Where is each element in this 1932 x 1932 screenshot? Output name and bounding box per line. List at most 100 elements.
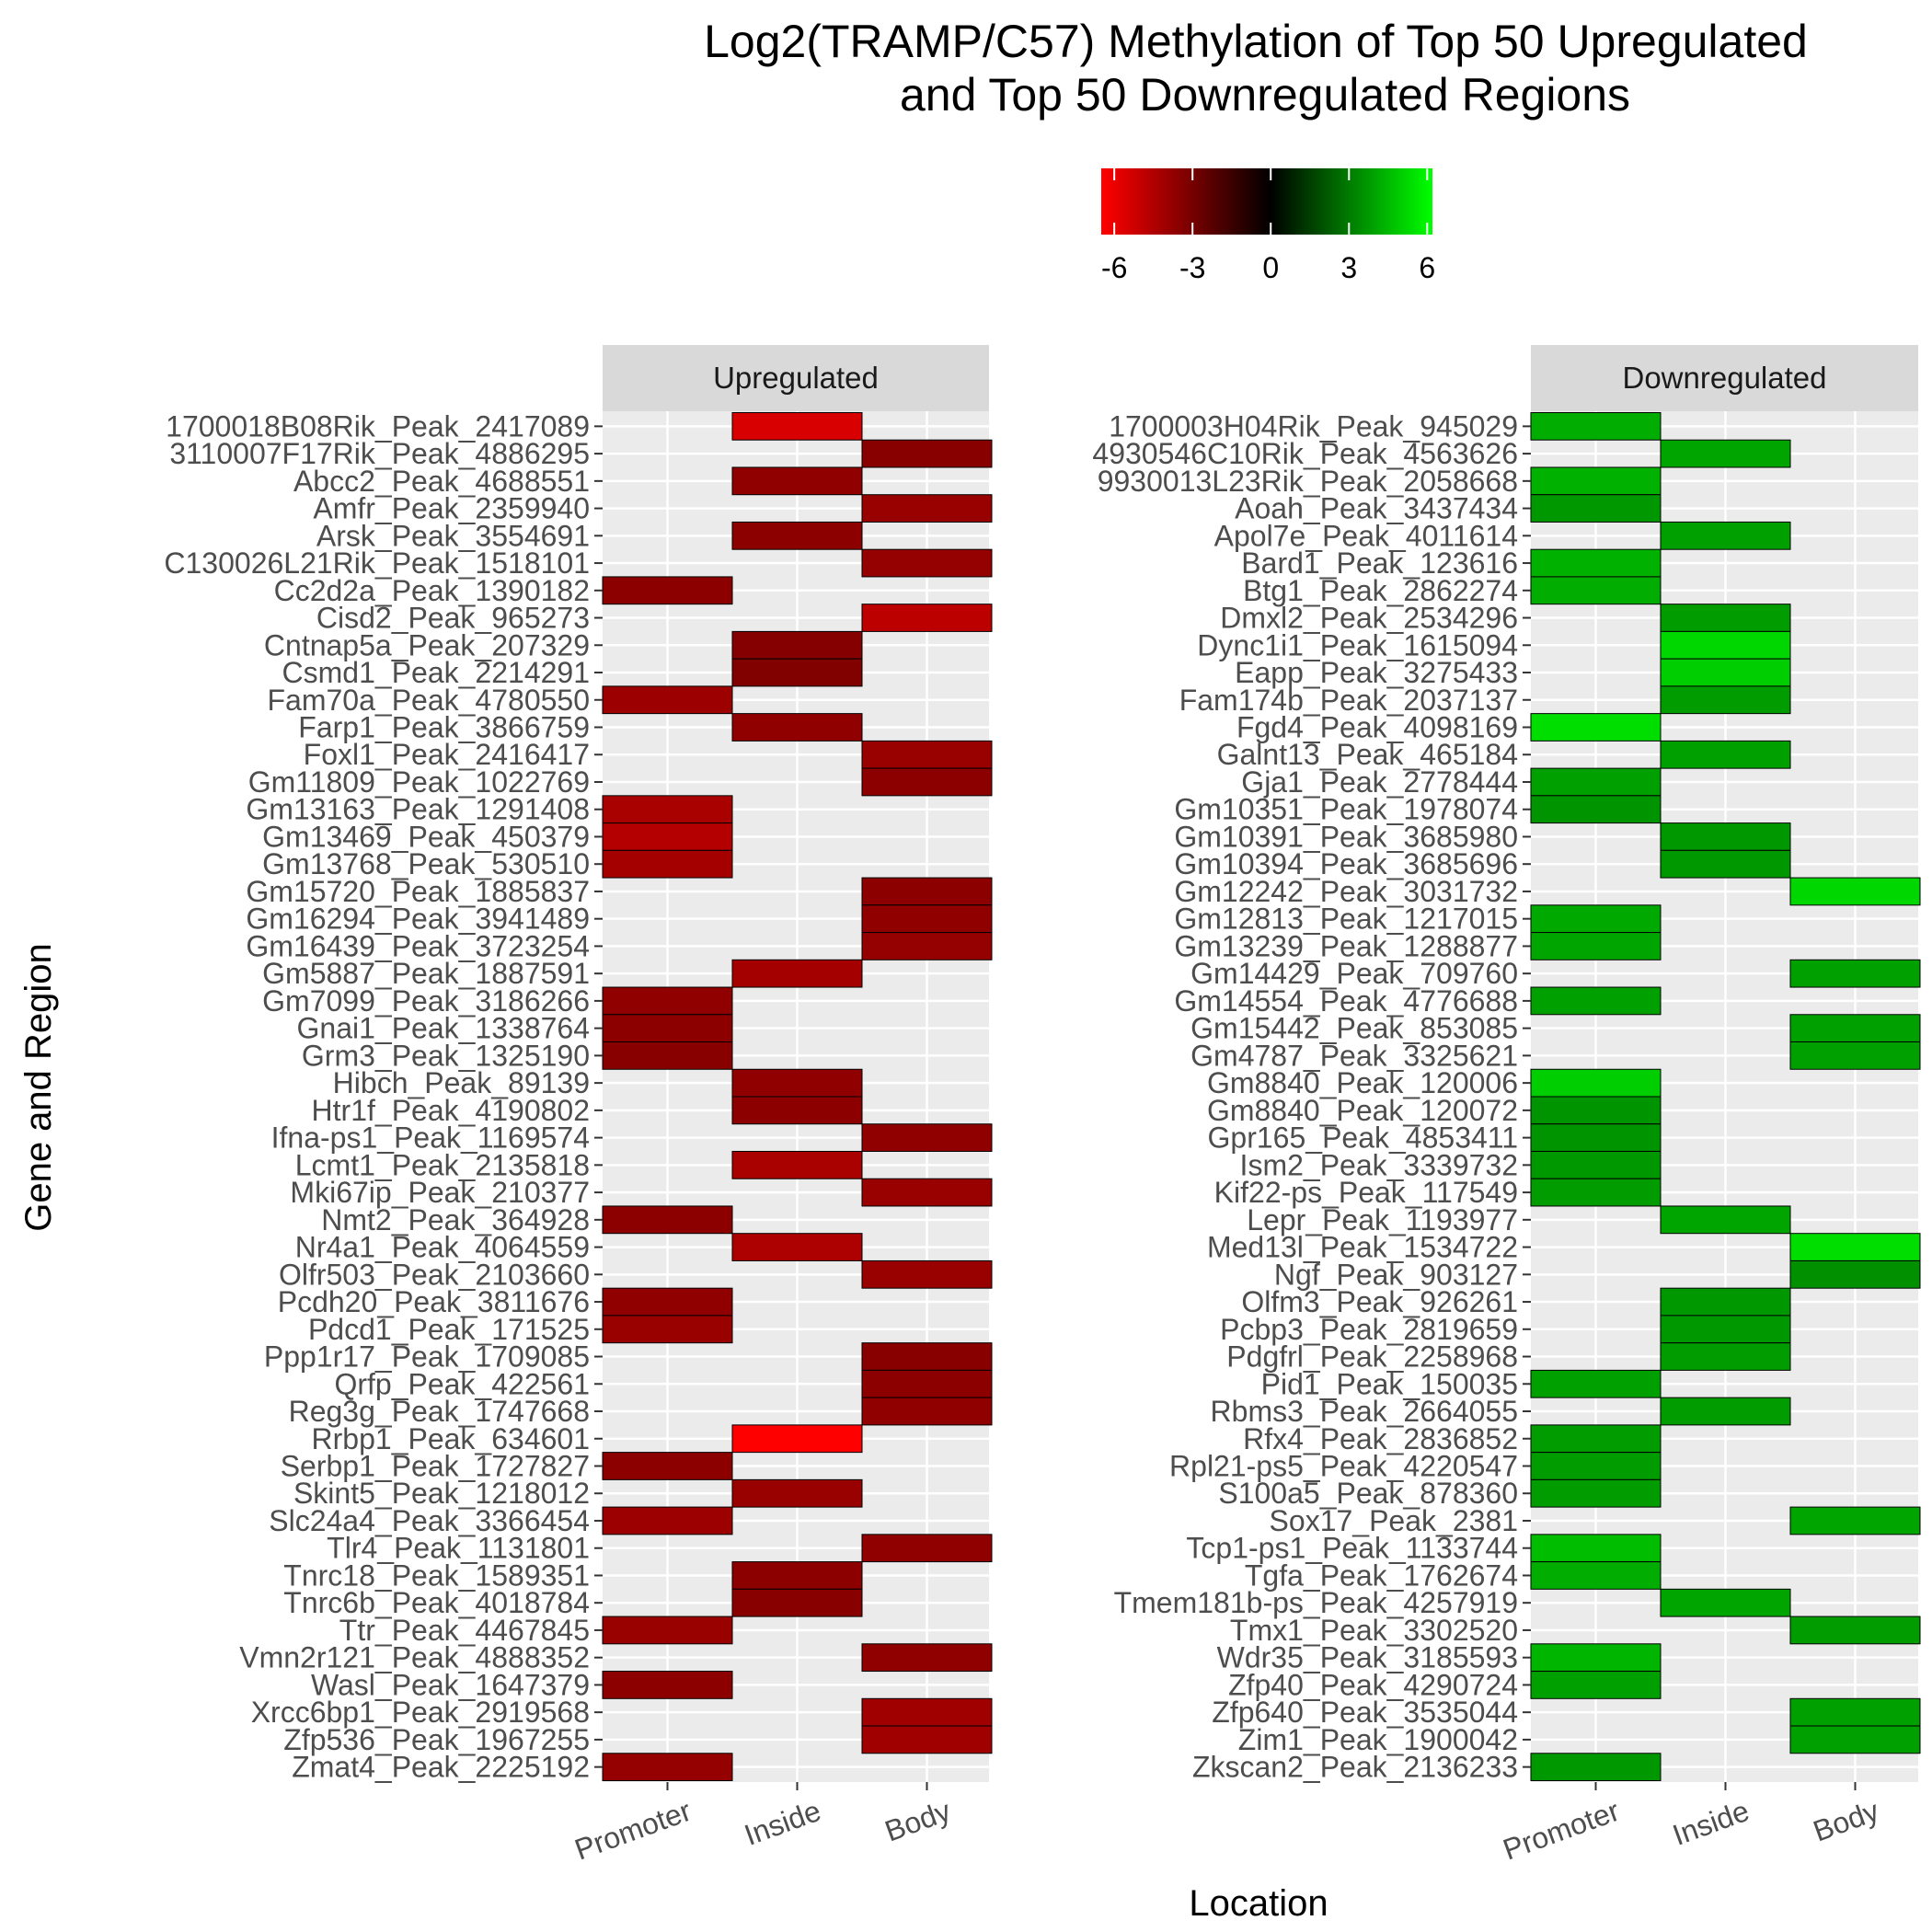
x-tick-label-promoter: Promoter <box>1499 1794 1624 1867</box>
y-tick-label: Nr4a1_Peak_4064559 <box>295 1231 590 1264</box>
y-tick-label: Gm8840_Peak_120072 <box>1207 1094 1518 1127</box>
y-tick-label: Gm14554_Peak_4776688 <box>1174 984 1518 1018</box>
heatmap-cell-9930013l23rik-peak-2058668 <box>1530 466 1662 496</box>
y-tick-label: Pcbp3_Peak_2819659 <box>1220 1313 1518 1346</box>
legend-ticks: -6 -3 0 3 6 <box>1101 168 1435 284</box>
chart-title-line-1: Log2(TRAMP/C57) Methylation of Top 50 Up… <box>704 16 1808 67</box>
y-tick-label: Rbms3_Peak_2664055 <box>1211 1395 1518 1428</box>
heatmap-cell-cc2d2a-peak-1390182 <box>602 576 733 605</box>
heatmap-cell-tcp1-ps1-peak-1133744 <box>1530 1534 1662 1563</box>
color-legend: -6 -3 0 3 6 <box>1101 168 1435 284</box>
y-tick-label: Gm12813_Peak_1217015 <box>1174 903 1518 936</box>
heatmap-cell-slc24a4-peak-3366454 <box>602 1506 733 1535</box>
heatmap-cell-gm7099-peak-3186266 <box>602 986 733 1016</box>
heatmap-cell-pdgfrl-peak-2258968 <box>1660 1342 1791 1371</box>
y-tick-label: Foxl1_Peak_2416417 <box>304 738 590 771</box>
y-tick-label: Gm7099_Peak_3186266 <box>262 984 590 1018</box>
heatmap-cell-tgfa-peak-1762674 <box>1530 1561 1662 1590</box>
heatmap-cell-tmem181b-ps-peak-4257919 <box>1660 1588 1791 1617</box>
heatmap-cell-zkscan2-peak-2136233 <box>1530 1753 1662 1782</box>
heatmap-cell-dmxl2-peak-2534296 <box>1660 604 1791 632</box>
y-tick-label: Farp1_Peak_3866759 <box>298 711 590 744</box>
y-tick-label: Gja1_Peak_2778444 <box>1241 765 1518 799</box>
y-tick-label: Zfp536_Peak_1967255 <box>283 1723 590 1756</box>
y-tick-label: Gm13768_Peak_530510 <box>262 847 590 880</box>
x-tick-label-body: Body <box>1809 1794 1883 1848</box>
y-tick-label: Gm15720_Peak_1885837 <box>246 875 590 908</box>
y-tick-label: Cc2d2a_Peak_1390182 <box>274 574 590 607</box>
legend-tick-label: 3 <box>1340 251 1357 284</box>
heatmap-cell-apol7e-peak-4011614 <box>1660 521 1791 550</box>
y-tick-label: Mki67ip_Peak_210377 <box>290 1176 590 1209</box>
y-tick-label: Ttr_Peak_4467845 <box>339 1614 590 1647</box>
heatmap-cell-olfm3-peak-926261 <box>1660 1287 1791 1317</box>
y-tick-label: Csmd1_Peak_2214291 <box>282 656 590 689</box>
y-tick-label: 1700003H04Rik_Peak_945029 <box>1109 409 1518 443</box>
y-tick-label: Lepr_Peak_1193977 <box>1247 1203 1518 1236</box>
heatmap-cell-fam174b-peak-2037137 <box>1660 685 1791 715</box>
y-tick-label: Wdr35_Peak_3185593 <box>1217 1641 1518 1674</box>
heatmap-cell-tlr4-peak-1131801 <box>861 1534 993 1563</box>
y-tick-label: Pdcd1_Peak_171525 <box>308 1313 590 1346</box>
heatmap-cell-gm10391-peak-3685980 <box>1660 822 1791 851</box>
y-tick-label: Gm16439_Peak_3723254 <box>246 929 590 962</box>
heatmap-cell-serbp1-peak-1727827 <box>602 1452 733 1480</box>
y-tick-label: Rfx4_Peak_2836852 <box>1243 1422 1518 1455</box>
heatmap-cell-nr4a1-peak-4064559 <box>731 1233 863 1261</box>
heatmap-cell-cntnap5a-peak-207329 <box>731 630 863 660</box>
heatmap-cell-zmat4-peak-2225192 <box>602 1753 733 1782</box>
heatmap-cell-grm3-peak-1325190 <box>602 1041 733 1070</box>
heatmap-cell-pid1-peak-150035 <box>1530 1369 1662 1398</box>
heatmap-cell-gm11809-peak-1022769 <box>861 767 993 797</box>
heatmap-cell-gm16439-peak-3723254 <box>861 932 993 960</box>
legend-tick-label: -3 <box>1179 251 1205 284</box>
x-tick-label-inside: Inside <box>740 1794 825 1852</box>
y-tick-label: Dync1i1_Peak_1615094 <box>1197 628 1518 661</box>
y-tick-label: Gm15442_Peak_853085 <box>1190 1012 1518 1045</box>
heatmap-cell-htr1f-peak-4190802 <box>731 1096 863 1125</box>
panel-strip-label: Downregulated <box>1623 361 1827 395</box>
heatmap-cell-pdcd1-peak-171525 <box>602 1315 733 1344</box>
heatmap-cell-gm13163-peak-1291408 <box>602 795 733 824</box>
heatmap-cell-gm15720-peak-1885837 <box>861 877 993 906</box>
heatmap-cell-ifna-ps1-peak-1169574 <box>861 1123 993 1152</box>
y-tick-label: Rpl21-ps5_Peak_4220547 <box>1169 1449 1518 1482</box>
heatmap-cell-vmn2r121-peak-4888352 <box>861 1643 993 1673</box>
y-tick-label: Serbp1_Peak_1727827 <box>281 1449 590 1482</box>
y-tick-label: Tmx1_Peak_3302520 <box>1230 1614 1518 1647</box>
heatmap-cell-pcbp3-peak-2819659 <box>1660 1315 1791 1344</box>
y-tick-label: Zfp40_Peak_4290724 <box>1228 1668 1518 1701</box>
heatmap-cell-gm13469-peak-450379 <box>602 822 733 851</box>
x-tick-label-promoter: Promoter <box>570 1794 696 1867</box>
heatmap-cell-farp1-peak-3866759 <box>731 713 863 742</box>
heatmap-cell-med13l-peak-1534722 <box>1789 1233 1921 1261</box>
panel-downregulated: Downregulated 1700003H04Rik_Peak_94502949… <box>1092 345 1921 1867</box>
heatmap-cell-foxl1-peak-2416417 <box>861 740 993 769</box>
heatmap-cell-1700018b08rik-peak-2417089 <box>731 411 863 441</box>
y-tick-label: Rrbp1_Peak_634601 <box>312 1422 590 1455</box>
y-tick-label: Amfr_Peak_2359940 <box>313 492 590 525</box>
heatmap-cell-ttr-peak-4467845 <box>602 1616 733 1645</box>
heatmap-cell-kif22-ps-peak-117549 <box>1530 1178 1662 1207</box>
heatmap-cell-eapp-peak-3275433 <box>1660 658 1791 687</box>
y-tick-label: Fam70a_Peak_4780550 <box>268 684 591 717</box>
y-tick-label: Gm10391_Peak_3685980 <box>1174 820 1518 853</box>
y-tick-label: Tnrc18_Peak_1589351 <box>283 1558 590 1592</box>
y-tick-label: Gm4787_Peak_3325621 <box>1190 1039 1518 1072</box>
y-tick-label: Ism2_Peak_3339732 <box>1240 1148 1518 1181</box>
y-tick-label: Kif22-ps_Peak_117549 <box>1214 1176 1518 1209</box>
heatmap-cell-reg3g-peak-1747668 <box>861 1397 993 1426</box>
y-tick-label: Abcc2_Peak_4688551 <box>293 465 590 498</box>
panel-strip <box>1531 345 1918 411</box>
y-tick-label: Xrcc6bp1_Peak_2919568 <box>251 1696 590 1729</box>
x-axis-title: Location <box>1189 1883 1328 1924</box>
y-tick-label: Dmxl2_Peak_2534296 <box>1220 602 1518 635</box>
heatmap-cell-amfr-peak-2359940 <box>861 494 993 523</box>
y-tick-label: Tmem181b-ps_Peak_4257919 <box>1114 1586 1518 1619</box>
heatmap-cell-gm12242-peak-3031732 <box>1789 877 1921 906</box>
y-tick-label: Ifna-ps1_Peak_1169574 <box>271 1121 590 1155</box>
heatmap-cell-4930546c10rik-peak-4563626 <box>1660 439 1791 468</box>
heatmap-cell-gm10394-peak-3685696 <box>1660 849 1791 879</box>
heatmap-cell-gja1-peak-2778444 <box>1530 767 1662 797</box>
legend-tick-label: 6 <box>1419 251 1435 284</box>
